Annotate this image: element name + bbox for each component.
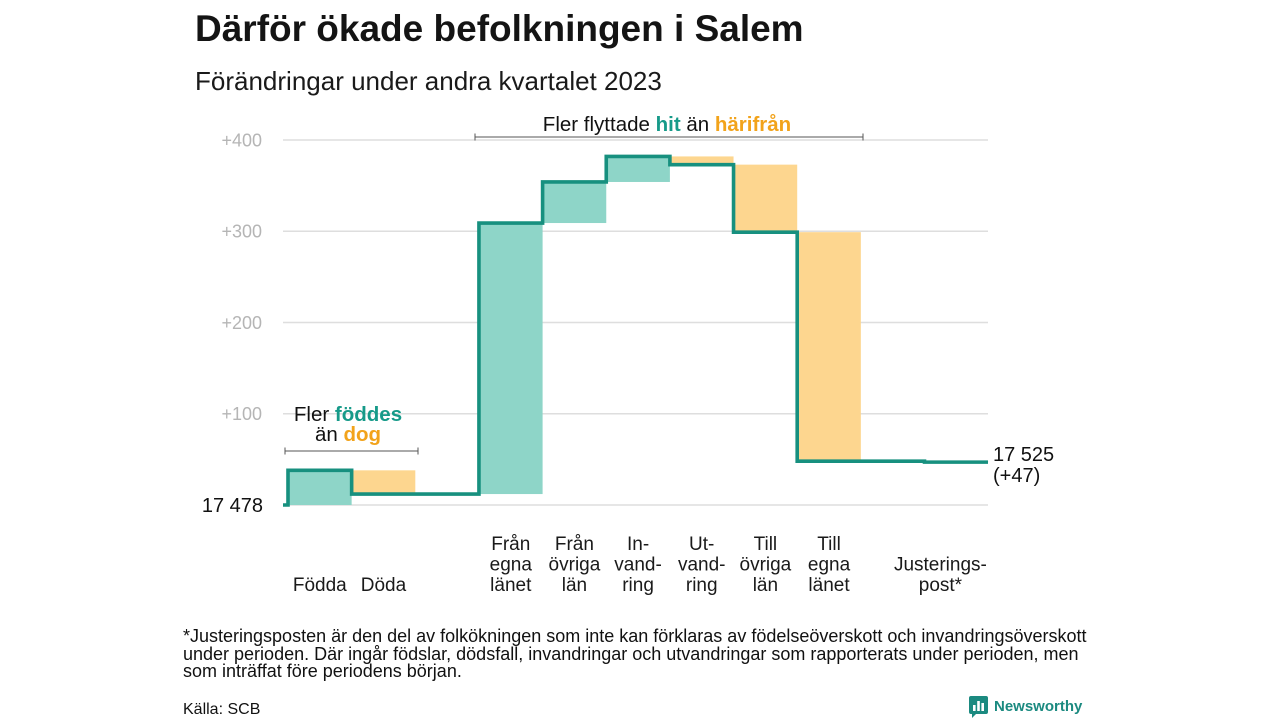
end-value-label: 17 525 xyxy=(993,444,1054,466)
category-label-fran-egna-lanet: länet xyxy=(490,575,532,596)
logo-wordmark: Newsworthy xyxy=(994,698,1083,715)
annotation-lead-text: Fler xyxy=(294,403,329,426)
bar-fran-ovriga-lan xyxy=(542,181,607,224)
category-label-till-egna-lanet: länet xyxy=(808,575,850,596)
bar-chart-bubble-icon xyxy=(969,696,988,718)
category-label-in-vand-ring: ring xyxy=(622,575,654,596)
y-tick-label: +400 xyxy=(221,130,262,150)
annotation-highlight-more: hit xyxy=(656,113,681,136)
footnote-line: *Justeringsposten är den del av folkökni… xyxy=(183,626,1087,646)
category-label-fran-ovriga-lan: län xyxy=(562,575,587,596)
annotation-than-text: än xyxy=(686,113,709,136)
footnote: *Justeringsposten är den del av folkökni… xyxy=(183,626,1087,681)
category-label-justerings-post: Justerings- xyxy=(894,555,987,576)
annotation-bracket xyxy=(474,133,864,141)
waterfall-chart: +100+200+300+400 Födda DödaFrånegnalänetF… xyxy=(202,113,1054,596)
category-label-in-vand-ring: In- xyxy=(627,534,649,555)
bar-fran-egna-lanet xyxy=(478,223,543,495)
cumulative-step-line xyxy=(283,154,988,507)
category-label-ut-vand-ring: ring xyxy=(686,575,718,596)
annotation-highlight-less: dog xyxy=(343,423,381,446)
category-label-fodda: Födda xyxy=(293,575,347,596)
category-label-ut-vand-ring: Ut- xyxy=(689,534,714,555)
footnote-line: under perioden. Där ingår födslar, dödsf… xyxy=(183,643,1079,664)
category-label-till-egna-lanet: Till xyxy=(817,534,841,555)
start-value-label: 17 478 xyxy=(202,495,263,517)
annotation-bracket xyxy=(284,447,419,455)
annotation-migration-text: Fler flyttade hit än härifrån xyxy=(543,113,791,136)
category-label-justerings-post: post* xyxy=(919,575,963,596)
bar-till-egna-lanet xyxy=(797,232,861,462)
waterfall-bars xyxy=(288,156,989,505)
bar-fodda xyxy=(288,470,352,505)
category-label-fran-ovriga-lan: Från xyxy=(555,534,594,555)
category-label-fran-egna-lanet: egna xyxy=(490,555,533,576)
y-tick-label: +300 xyxy=(221,222,262,242)
annotation-than-text: än xyxy=(315,423,338,446)
annotation-natural-change-line-1: Fler föddes xyxy=(294,403,402,426)
bar-in-vand-ring xyxy=(606,156,670,182)
source-credit: Källa: SCB xyxy=(183,701,261,718)
category-label-till-egna-lanet: egna xyxy=(808,555,851,576)
gridlines xyxy=(283,139,988,506)
category-label-till-ovriga-lan: län xyxy=(753,575,778,596)
category-label-fran-egna-lanet: Från xyxy=(491,534,530,555)
annotation-natural-change-line-2: än dog xyxy=(315,423,381,446)
category-label-till-ovriga-lan: Till xyxy=(754,534,778,555)
annotation-natural-change: Fler föddes än dog xyxy=(284,403,419,455)
y-tick-label: +100 xyxy=(221,404,262,424)
y-axis-tick-labels: +100 +200 +300 +400 xyxy=(221,130,262,424)
y-tick-label: +200 xyxy=(221,313,262,333)
footnote-line: som inträffat före periodens början. xyxy=(183,661,462,681)
annotation-highlight-less: härifrån xyxy=(715,113,791,136)
annotation-migration: Fler flyttade hit än härifrån xyxy=(474,113,864,141)
annotation-highlight-more: föddes xyxy=(335,403,402,426)
cumulative-line-layer xyxy=(283,154,988,507)
category-label-doda: Döda xyxy=(361,575,407,596)
bar-doda xyxy=(351,470,416,495)
category-label-fran-ovriga-lan: övriga xyxy=(549,555,601,576)
end-change-label: (+47) xyxy=(993,465,1040,487)
annotation-lead-text: Fler flyttade xyxy=(543,113,650,136)
category-label-till-ovriga-lan: övriga xyxy=(740,555,792,576)
category-labels: Födda DödaFrånegnalänetFrånövrigalänIn-va… xyxy=(293,534,987,596)
bar-ut-vand-ring xyxy=(669,156,734,165)
category-label-ut-vand-ring: vand- xyxy=(678,555,726,576)
bar-till-ovriga-lan xyxy=(733,164,798,233)
chart-title: Därför ökade befolkningen i Salem xyxy=(195,8,804,49)
newsworthy-logo: Newsworthy xyxy=(969,696,1082,718)
chart-subtitle: Förändringar under andra kvartalet 2023 xyxy=(195,66,662,96)
category-label-in-vand-ring: vand- xyxy=(614,555,662,576)
